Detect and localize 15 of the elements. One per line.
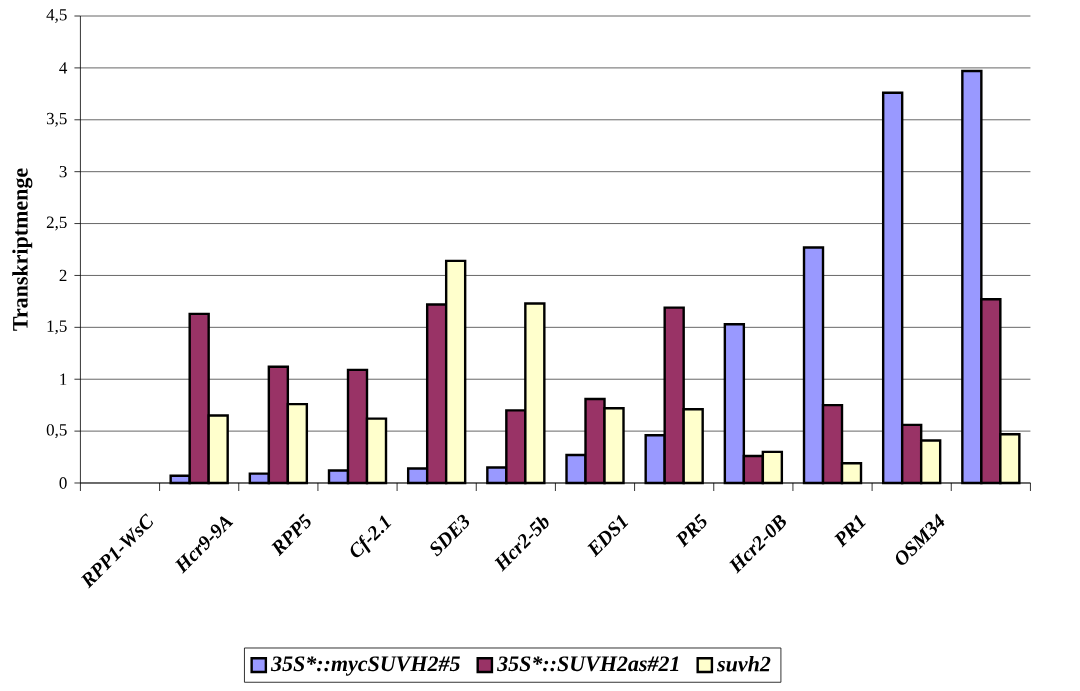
y-tick-label: 2,5	[46, 216, 67, 231]
y-tick-label: 1,5	[47, 320, 67, 335]
legend-label: suvh2	[716, 656, 771, 672]
y-tick-label: 2	[59, 269, 67, 282]
x-tick-label: PR1	[834, 514, 866, 548]
y-tick-label: 3,5	[46, 112, 67, 127]
y-tick-label: 3	[59, 165, 67, 178]
legend-label: 35S*::mycSUVH2#5	[270, 656, 460, 676]
y-tick-label: 0,5	[46, 424, 67, 439]
y-tick-label: 4,5	[46, 9, 67, 23]
y-tick-label: 4	[59, 62, 68, 74]
y-tick-label: 1	[60, 373, 67, 385]
legend-label: 35S*::SUVH2as#21	[496, 656, 679, 672]
y-axis-title: Transkriptmenge	[12, 168, 33, 331]
y-tick-label: 0	[59, 477, 67, 489]
